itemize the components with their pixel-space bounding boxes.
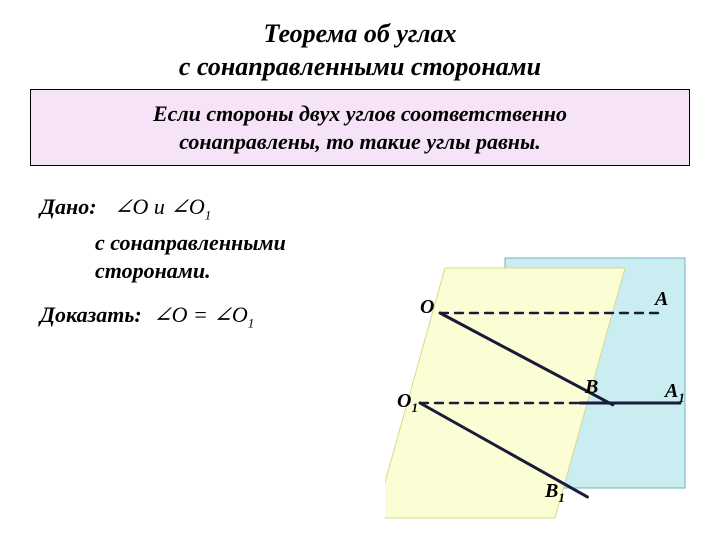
theorem-line2: сонаправлены, то такие углы равны. (179, 129, 541, 154)
label-B: B (585, 376, 598, 399)
title-line2: с сонаправленными сторонами (179, 52, 541, 81)
theorem-line1: Если стороны двух углов соответственно (153, 101, 567, 126)
theorem-title: Теорема об углах с сонаправленными сторо… (0, 18, 720, 83)
given-label: Дано: (40, 194, 97, 219)
label-B1: B1 (545, 480, 565, 506)
given-formula: ∠O и ∠O1 (114, 194, 211, 219)
label-A1: A1 (665, 380, 685, 406)
given-block: Дано: ∠O и ∠O1 (40, 194, 720, 223)
given-body: с сонаправленными сторонами. (95, 229, 375, 284)
given-body-line1: с сонаправленными (95, 230, 286, 255)
label-A: A (655, 288, 668, 311)
label-O: O (420, 296, 434, 319)
theorem-statement-box: Если стороны двух углов соответственно с… (30, 89, 690, 166)
given-body-line2: сторонами. (95, 258, 211, 283)
label-O1: O1 (397, 390, 418, 416)
geometry-diagram: O A B O1 A1 B1 (385, 248, 705, 538)
prove-label: Доказать: (40, 302, 142, 327)
title-line1: Теорема об углах (264, 19, 457, 48)
prove-formula: ∠O = ∠O1 (153, 302, 254, 327)
